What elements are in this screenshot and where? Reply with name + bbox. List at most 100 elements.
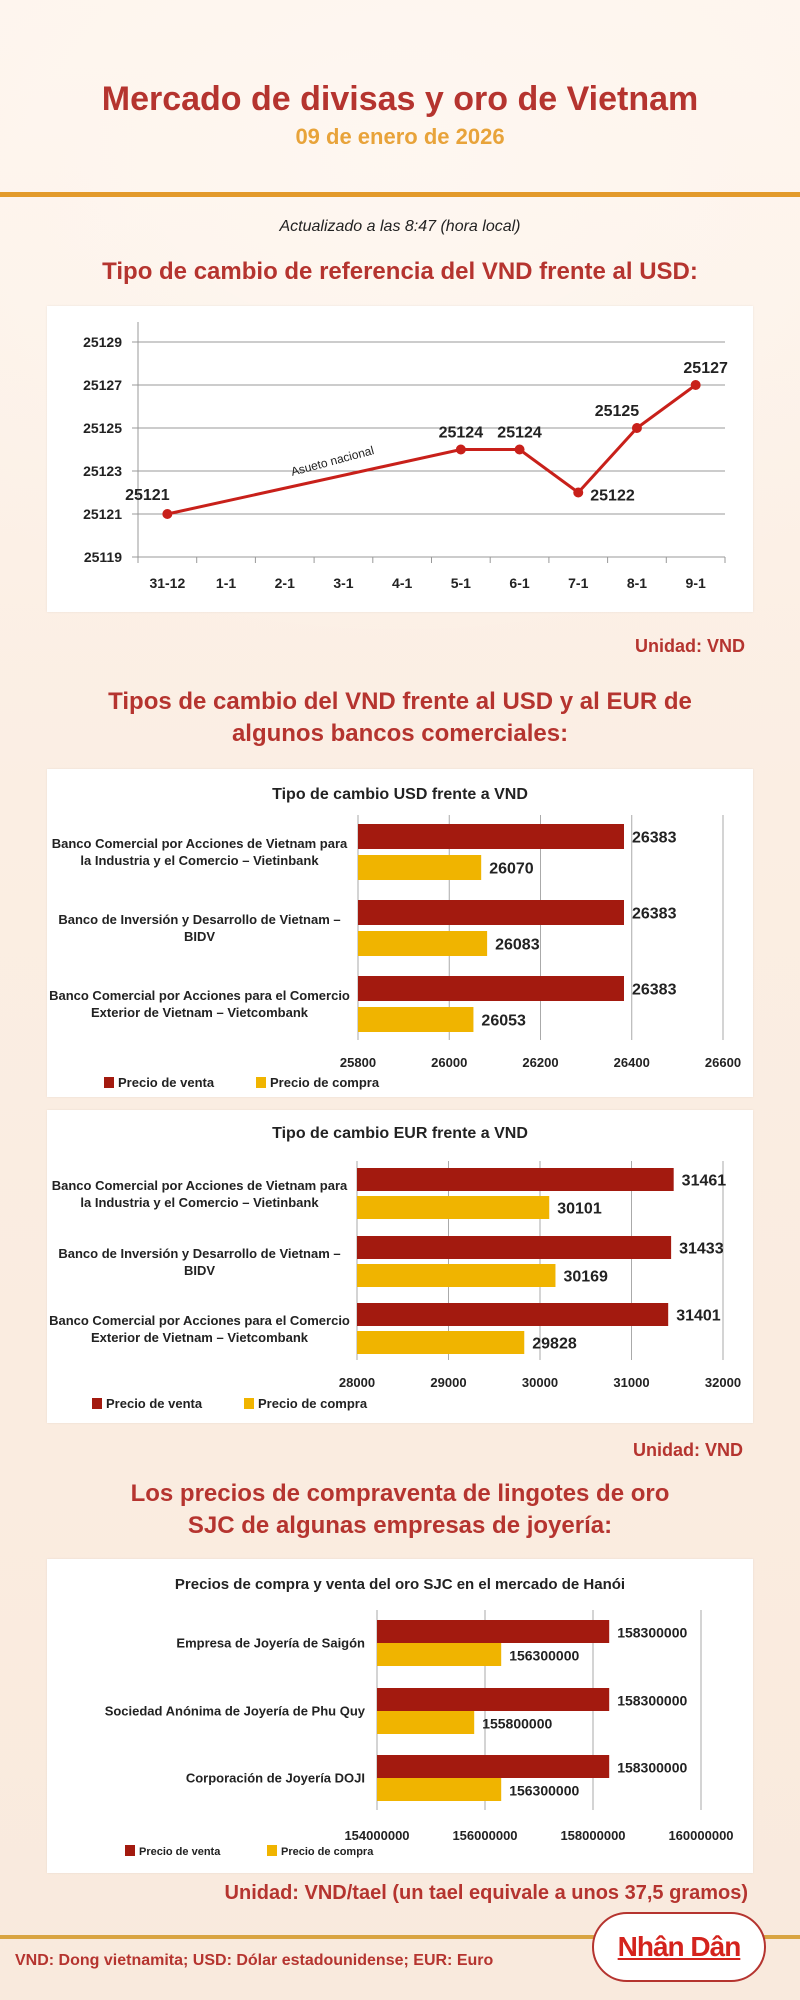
x-tick-label: 154000000 xyxy=(344,1828,409,1843)
bar-sell xyxy=(357,1168,674,1191)
data-point xyxy=(690,380,701,390)
legend-label: Precio de compra xyxy=(281,1846,374,1858)
bar-value-label: 158300000 xyxy=(617,1760,687,1776)
data-point xyxy=(631,423,642,433)
bar-value-label: 26383 xyxy=(632,906,677,923)
data-label: 25124 xyxy=(497,425,542,442)
chart-title: Tipo de cambio EUR frente a VND xyxy=(272,1125,528,1142)
data-label: 25121 xyxy=(125,487,170,504)
bar-value-label: 26383 xyxy=(632,830,677,847)
legend-label: Precio de compra xyxy=(258,1396,368,1411)
x-tick-label: 26200 xyxy=(522,1055,558,1070)
bar-sell xyxy=(358,976,624,1001)
data-point xyxy=(455,444,466,455)
x-tick-label: 5-1 xyxy=(451,575,471,591)
x-tick-label: 3-1 xyxy=(333,575,353,591)
bar-buy xyxy=(357,1264,556,1287)
category-label: Banco Comercial por Acciones de Vietnam … xyxy=(51,1177,348,1210)
legend-label: Precio de venta xyxy=(118,1075,215,1090)
legend-swatch-buy xyxy=(244,1398,254,1409)
data-label: 25124 xyxy=(439,425,484,442)
y-tick-label: 25123 xyxy=(83,463,122,479)
y-tick-label: 25121 xyxy=(83,506,122,522)
data-point xyxy=(514,444,525,455)
x-tick-label: 4-1 xyxy=(392,575,412,591)
data-label: 25125 xyxy=(595,403,640,420)
reference-unit: Unidad: VND xyxy=(635,636,745,656)
gold-chart-card: Precios de compra y venta del oro SJC en… xyxy=(47,1559,753,1873)
gold-bar-chart: Precios de compra y venta del oro SJC en… xyxy=(125,1576,734,1858)
bar-value-label: 158300000 xyxy=(617,1693,687,1709)
data-point xyxy=(162,509,173,519)
category-label: Banco Comercial por Acciones para el Com… xyxy=(49,988,350,1020)
y-tick-label: 25127 xyxy=(83,377,122,393)
bar-value-label: 31401 xyxy=(676,1308,721,1325)
bar-value-label: 155800000 xyxy=(482,1716,552,1732)
y-tick-label: 25119 xyxy=(84,549,122,565)
reference-rate-chart-card: 25119 25121 25123 25125 25127 25129 31-12 1-1 2-… xyxy=(47,306,753,612)
x-tick-label: 158000000 xyxy=(560,1828,625,1843)
legend-swatch-sell xyxy=(125,1845,135,1856)
bar-sell xyxy=(377,1755,610,1778)
category-label: Sociedad Anónima de Joyería de Phu Quy xyxy=(104,1703,365,1719)
bar-buy xyxy=(357,1196,550,1219)
category-label: Banco Comercial por Acciones para el Com… xyxy=(49,1312,350,1345)
header-divider xyxy=(0,192,800,197)
bar-buy xyxy=(377,1711,475,1734)
bar-buy xyxy=(377,1643,502,1666)
eur-chart-card: Tipo de cambio EUR frente a VND 28000 2900… xyxy=(47,1110,753,1423)
bank-unit: Unidad: VND xyxy=(633,1440,743,1460)
bar-value-label: 26383 xyxy=(632,982,677,999)
x-tick-label: 28000 xyxy=(339,1375,375,1390)
logo-text: Nhân Dân xyxy=(617,1931,742,1962)
x-tick-label: 1-1 xyxy=(216,575,236,591)
annotation-holiday: Asueto nacional xyxy=(289,443,375,479)
bar-sell xyxy=(358,900,624,925)
x-tick-label: 8-1 xyxy=(627,575,647,591)
bar-sell xyxy=(357,1236,672,1259)
bar-value-label: 26053 xyxy=(481,1013,526,1030)
bar-buy xyxy=(358,855,482,880)
usd-bar-chart: Tipo de cambio USD frente a VND 25800 2600… xyxy=(104,786,741,1090)
x-tick-label: 31-12 xyxy=(149,575,185,591)
page-date: 09 de enero de 2026 xyxy=(295,124,505,149)
x-tick-label: 29000 xyxy=(430,1375,466,1390)
x-tick-label: 6-1 xyxy=(509,575,529,591)
chart-title: Precios de compra y venta del oro SJC en… xyxy=(175,1576,625,1593)
bar-value-label: 158300000 xyxy=(617,1625,687,1641)
updated-time: Actualizado a las 8:47 (hora local) xyxy=(279,218,521,235)
x-tick-label: 25800 xyxy=(340,1055,376,1070)
category-label: Empresa de Joyería de Saigón xyxy=(176,1635,365,1651)
data-point xyxy=(573,487,584,498)
x-tick-label: 26000 xyxy=(431,1055,467,1070)
bar-value-label: 29828 xyxy=(532,1336,577,1353)
eur-bar-chart: Tipo de cambio EUR frente a VND 28000 2900… xyxy=(92,1125,741,1411)
series-line xyxy=(167,383,697,516)
reference-rate-heading: Tipo de cambio de referencia del VND fre… xyxy=(102,258,698,285)
bar-value-label: 26083 xyxy=(495,937,540,954)
x-tick-label: 7-1 xyxy=(568,575,588,591)
bar-sell xyxy=(377,1688,610,1711)
category-label: Banco de Inversión y Desarrollo de Vietn… xyxy=(58,1245,341,1278)
category-label: Banco Comercial por Acciones de Vietnam … xyxy=(51,836,348,868)
gold-heading-line2: SJC de algunas empresas de joyería: xyxy=(187,1512,613,1539)
nhan-dan-logo: Nhân Dân xyxy=(592,1912,766,1982)
bar-sell xyxy=(358,824,624,849)
bar-buy xyxy=(358,931,488,956)
usd-chart-card: Tipo de cambio USD frente a VND 25800 2600… xyxy=(47,769,753,1097)
bank-rates-heading-line2: algunos bancos comerciales: xyxy=(231,720,569,747)
bar-buy xyxy=(377,1778,502,1801)
legend-label: Precio de compra xyxy=(270,1075,380,1090)
bar-buy xyxy=(357,1331,525,1354)
bar-sell xyxy=(357,1303,669,1326)
x-tick-label: 26600 xyxy=(705,1055,741,1070)
bar-value-label: 31461 xyxy=(682,1173,727,1190)
x-tick-label: 2-1 xyxy=(275,575,295,591)
legend-swatch-sell xyxy=(104,1077,114,1088)
legend-swatch-buy xyxy=(267,1845,277,1856)
category-label: Corporación de Joyería DOJI xyxy=(185,1770,365,1786)
gold-heading-line1: Los precios de compraventa de lingotes d… xyxy=(130,1480,670,1507)
legend-swatch-sell xyxy=(92,1398,102,1409)
bar-value-label: 31433 xyxy=(679,1241,724,1258)
